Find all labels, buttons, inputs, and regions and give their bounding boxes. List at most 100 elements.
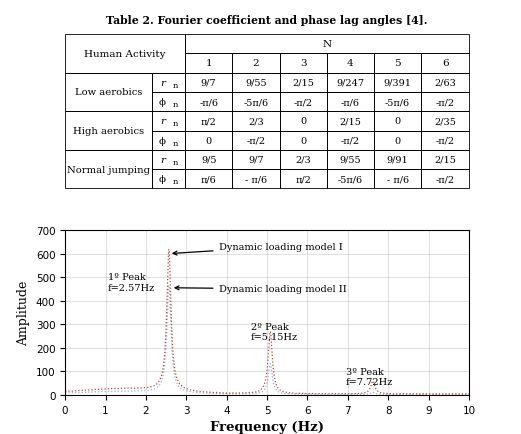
Bar xyxy=(65,35,185,73)
Text: -π/2: -π/2 xyxy=(436,175,455,184)
Text: 9/5: 9/5 xyxy=(201,156,216,164)
Y-axis label: Amplitude: Amplitude xyxy=(17,280,30,345)
Text: n: n xyxy=(172,101,178,109)
Text: 3º Peak
f=7.72Hz: 3º Peak f=7.72Hz xyxy=(346,367,393,386)
Bar xyxy=(280,73,327,93)
Text: -5π/6: -5π/6 xyxy=(385,98,410,107)
Bar xyxy=(232,93,280,112)
Bar xyxy=(421,93,469,112)
Bar xyxy=(421,151,469,170)
Text: n: n xyxy=(172,158,178,167)
Text: -π/2: -π/2 xyxy=(436,98,455,107)
Text: r: r xyxy=(160,117,165,126)
Bar xyxy=(152,131,185,151)
Text: r: r xyxy=(160,79,165,88)
Bar xyxy=(421,54,469,73)
Text: 9/247: 9/247 xyxy=(337,79,365,88)
Bar xyxy=(327,73,374,93)
Text: 0: 0 xyxy=(206,136,212,145)
Bar xyxy=(152,151,185,170)
Text: -π/2: -π/2 xyxy=(246,136,266,145)
Text: 9/55: 9/55 xyxy=(245,79,267,88)
Bar xyxy=(421,73,469,93)
Text: 9/391: 9/391 xyxy=(383,79,412,88)
Text: -π/6: -π/6 xyxy=(199,98,218,107)
Text: - π/6: - π/6 xyxy=(387,175,408,184)
Text: 5: 5 xyxy=(394,59,401,68)
Bar xyxy=(185,54,232,73)
Text: 2/3: 2/3 xyxy=(295,156,311,164)
Text: 9/7: 9/7 xyxy=(201,79,217,88)
Text: r: r xyxy=(160,156,165,164)
Text: 0: 0 xyxy=(300,117,306,126)
Text: N: N xyxy=(322,40,331,49)
Text: -5π/6: -5π/6 xyxy=(243,98,268,107)
Text: 2/3: 2/3 xyxy=(248,117,264,126)
Text: π/6: π/6 xyxy=(201,175,217,184)
Text: 9/55: 9/55 xyxy=(340,156,361,164)
Text: 2/35: 2/35 xyxy=(434,117,456,126)
Bar xyxy=(232,170,280,189)
X-axis label: Frequency (Hz): Frequency (Hz) xyxy=(210,420,324,433)
Text: 9/91: 9/91 xyxy=(387,156,408,164)
Bar xyxy=(185,112,232,131)
Bar xyxy=(280,170,327,189)
Bar xyxy=(152,73,185,93)
Text: 0: 0 xyxy=(394,136,401,145)
Bar xyxy=(185,151,232,170)
Text: π/2: π/2 xyxy=(295,175,311,184)
Text: - π/6: - π/6 xyxy=(245,175,267,184)
Text: 2º Peak
f=5.15Hz: 2º Peak f=5.15Hz xyxy=(251,322,298,342)
Text: Low aerobics: Low aerobics xyxy=(75,88,142,97)
Text: Dynamic loading model I: Dynamic loading model I xyxy=(173,243,342,256)
Bar xyxy=(374,73,421,93)
Bar xyxy=(374,170,421,189)
Text: 2/15: 2/15 xyxy=(340,117,362,126)
Text: High aerobics: High aerobics xyxy=(73,127,144,136)
Bar xyxy=(280,151,327,170)
Text: n: n xyxy=(172,178,178,186)
Bar xyxy=(185,35,469,54)
Text: 1º Peak
f=2.57Hz: 1º Peak f=2.57Hz xyxy=(107,273,155,292)
Bar xyxy=(374,112,421,131)
Text: ϕ: ϕ xyxy=(159,98,166,107)
Bar xyxy=(185,170,232,189)
Bar xyxy=(152,112,185,131)
Bar xyxy=(421,170,469,189)
Bar xyxy=(185,93,232,112)
Bar xyxy=(280,93,327,112)
Text: ϕ: ϕ xyxy=(159,136,166,145)
Text: Normal jumping: Normal jumping xyxy=(67,165,150,174)
Text: n: n xyxy=(172,120,178,128)
Text: -5π/6: -5π/6 xyxy=(338,175,363,184)
Bar xyxy=(65,73,152,112)
Bar xyxy=(327,112,374,131)
Bar xyxy=(152,93,185,112)
Text: n: n xyxy=(172,82,178,89)
Text: -π/2: -π/2 xyxy=(341,136,360,145)
Bar xyxy=(185,131,232,151)
Bar xyxy=(374,54,421,73)
Text: 1: 1 xyxy=(205,59,212,68)
Bar xyxy=(185,73,232,93)
Text: -π/6: -π/6 xyxy=(341,98,360,107)
Text: 0: 0 xyxy=(300,136,306,145)
Bar xyxy=(280,112,327,131)
Text: 2/15: 2/15 xyxy=(292,79,314,88)
Bar xyxy=(421,112,469,131)
Text: 0: 0 xyxy=(394,117,401,126)
Text: 9/7: 9/7 xyxy=(248,156,264,164)
Bar xyxy=(327,54,374,73)
Bar xyxy=(232,73,280,93)
Text: π/2: π/2 xyxy=(201,117,217,126)
Bar xyxy=(232,151,280,170)
Text: -π/2: -π/2 xyxy=(436,136,455,145)
Text: -π/2: -π/2 xyxy=(294,98,313,107)
Bar xyxy=(65,112,152,151)
Bar xyxy=(421,131,469,151)
Bar xyxy=(374,151,421,170)
Bar xyxy=(327,131,374,151)
Text: 6: 6 xyxy=(442,59,449,68)
Text: 3: 3 xyxy=(300,59,306,68)
Text: 4: 4 xyxy=(347,59,354,68)
